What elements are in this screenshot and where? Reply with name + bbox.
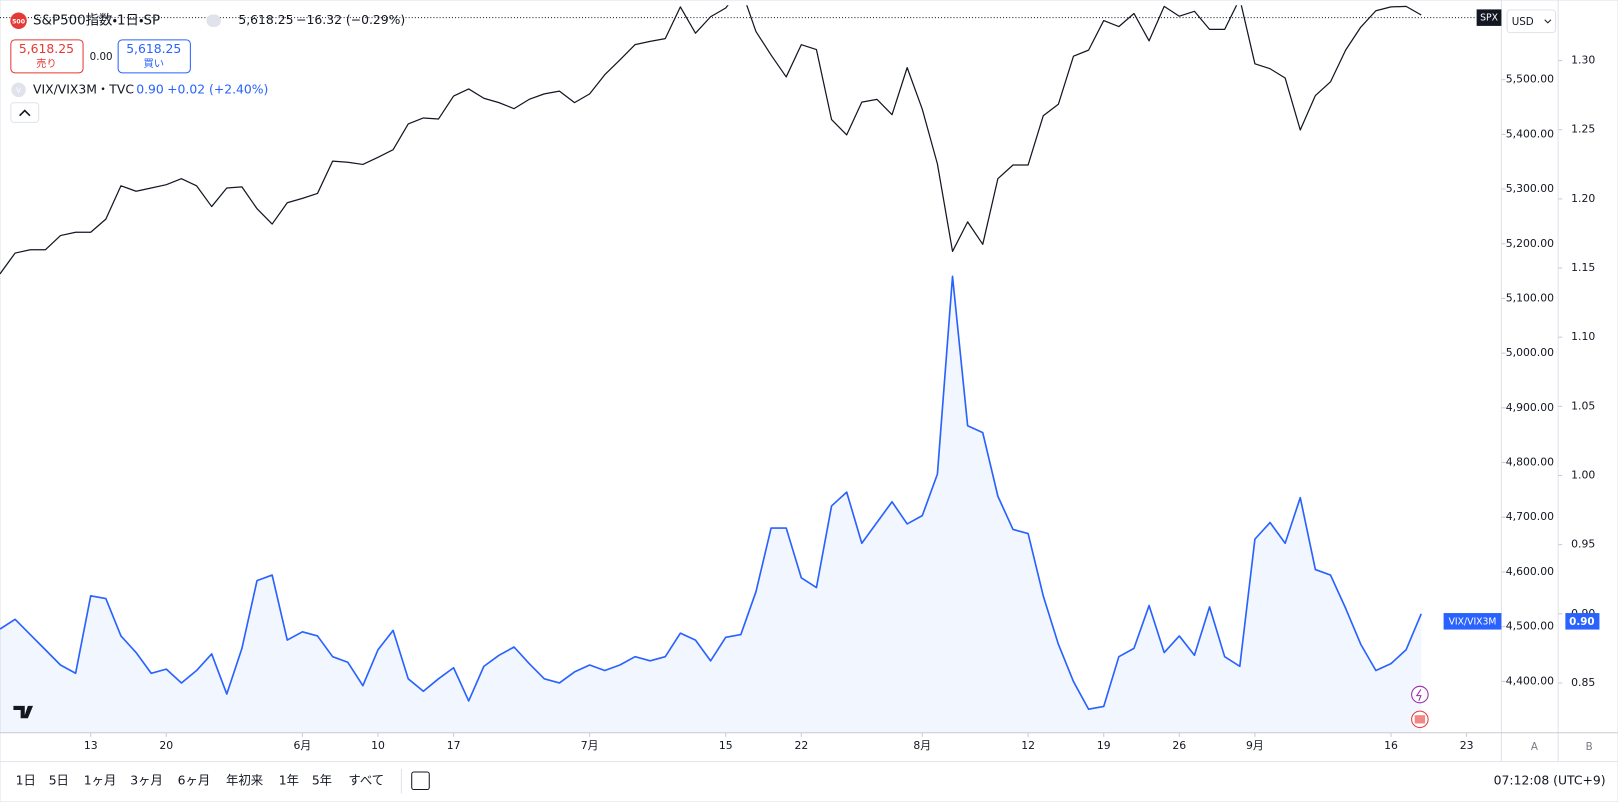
spread: 0.00: [90, 51, 113, 63]
y-tick-label: 5,300.00: [1506, 182, 1554, 195]
axes: 4,400.00 4,500.00 4,600.00 4,700.00 4,800.00…: [84, 54, 1596, 753]
y2-tick-label: 1.15: [1571, 261, 1595, 274]
vix-badge: [11, 82, 26, 98]
y-tick-label: 4,900.00: [1506, 401, 1554, 414]
currency-dropdown[interactable]: [1506, 9, 1557, 34]
plot-area: [0, 5, 1422, 733]
range-button[interactable]: 6ヶ月: [178, 774, 211, 788]
range-button[interactable]: 1日: [16, 774, 36, 788]
buy-price: 5,618.25: [126, 42, 181, 56]
x-tick-label: 26: [1172, 739, 1186, 752]
x-tick-label: 12: [1021, 739, 1035, 752]
x-tick-label: 13: [84, 739, 98, 752]
area-fill: [0, 276, 1422, 733]
sell-price: 5,618.25: [19, 42, 74, 56]
range-button[interactable]: 5年: [312, 774, 332, 788]
range-toolbar: 1日 5日 1ヶ月 3ヶ月 6ヶ月 年初来 1年 5年 すべて: [16, 774, 385, 788]
vix-last-tag: [1565, 613, 1600, 630]
calendar-icon[interactable]: [411, 771, 430, 791]
vix-tag: [1443, 613, 1502, 630]
range-button[interactable]: 5日: [49, 774, 69, 788]
series-legend[interactable]: VIX/VIX3M・TVC: [33, 82, 134, 96]
x-tick-label: 6月: [294, 739, 312, 752]
collapse-icon: [19, 109, 31, 117]
y2-tick-label: 1.25: [1571, 123, 1595, 136]
quote-change: −16.32 (−0.29%): [296, 13, 405, 27]
vix-value: 0.90: [136, 82, 164, 96]
y-tick-label: 4,500.00: [1506, 620, 1554, 633]
legend-toggle[interactable]: [206, 14, 221, 27]
spx-tag-text: SPX: [1480, 13, 1498, 24]
buy-button[interactable]: [117, 39, 191, 74]
clock: 07:12:08 (UTC+9): [1494, 774, 1606, 788]
y-tick-label: 4,400.00: [1506, 674, 1554, 687]
x-tick-label: 22: [794, 739, 808, 752]
event-icon-glyph: [1415, 689, 1422, 701]
y-tick-label: 5,100.00: [1506, 291, 1554, 304]
x-tick-label: 20: [159, 739, 173, 752]
sell-label: 売り: [36, 57, 57, 70]
buy-label: 買い: [143, 58, 164, 70]
quote: 5,618.25: [238, 13, 293, 27]
x-tick-label: 23: [1460, 739, 1474, 752]
series-line: [0, 5, 1422, 275]
x-tick-label: 15: [719, 739, 733, 752]
dropdown-icon: [1544, 19, 1552, 24]
x-tick-label: 17: [447, 739, 461, 752]
range-button[interactable]: 1ヶ月: [84, 774, 117, 788]
vix-last-value: 0.90: [1569, 616, 1594, 628]
logo: [13, 705, 34, 719]
y2-tick-label: 1.05: [1571, 399, 1595, 412]
x-tick-label: 8月: [913, 739, 931, 752]
x-tick-label: 16: [1384, 739, 1398, 752]
economic-icon-glyph: [1414, 715, 1426, 724]
y-tick-label: 4,700.00: [1506, 510, 1554, 523]
y-tick-label: 5,400.00: [1506, 127, 1554, 140]
y2-tick-label: 1.00: [1571, 469, 1595, 482]
scale-button[interactable]: B: [1586, 741, 1593, 753]
y-tick-label: 4,600.00: [1506, 565, 1554, 578]
scale-button[interactable]: A: [1531, 741, 1538, 753]
event-icon[interactable]: [1411, 685, 1429, 704]
x-tick-label: 7月: [581, 739, 599, 752]
x-tick-label: 10: [371, 739, 385, 752]
vix-tag-text: VIX/VIX3M: [1449, 616, 1497, 627]
y-tick-label: 4,800.00: [1506, 456, 1554, 469]
y2-tick-label: 0.95: [1571, 538, 1595, 551]
range-button[interactable]: すべて: [348, 774, 384, 788]
x-tick-label: 9月: [1246, 739, 1264, 752]
y2-tick-label: 1.20: [1571, 192, 1595, 205]
series-legend[interactable]: S&P500指数・1日・SP: [33, 13, 160, 29]
y2-tick-label: 0.85: [1571, 676, 1595, 689]
y-tick-label: 5,500.00: [1506, 73, 1554, 86]
x-tick-label: 19: [1097, 739, 1111, 752]
y2-tick-label: 1.10: [1571, 330, 1595, 343]
y2-tick-label: 1.30: [1571, 54, 1595, 67]
collapse-button[interactable]: [10, 102, 40, 123]
series-line: [0, 275, 1422, 711]
range-button[interactable]: 3ヶ月: [130, 774, 163, 788]
range-button[interactable]: 年初来: [226, 774, 263, 788]
vix-badge-text: V: [16, 85, 21, 94]
spx-tag: [1476, 9, 1502, 26]
y-tick-label: 5,200.00: [1506, 237, 1554, 250]
range-button[interactable]: 1年: [279, 774, 299, 788]
sell-button[interactable]: [10, 39, 84, 74]
vix-change: +0.02 (+2.40%): [167, 82, 268, 96]
y-tick-label: 5,000.00: [1506, 346, 1554, 359]
symbol-badge: [10, 12, 27, 30]
currency: USD: [1512, 16, 1534, 28]
symbol-badge-text: 500: [12, 18, 26, 25]
